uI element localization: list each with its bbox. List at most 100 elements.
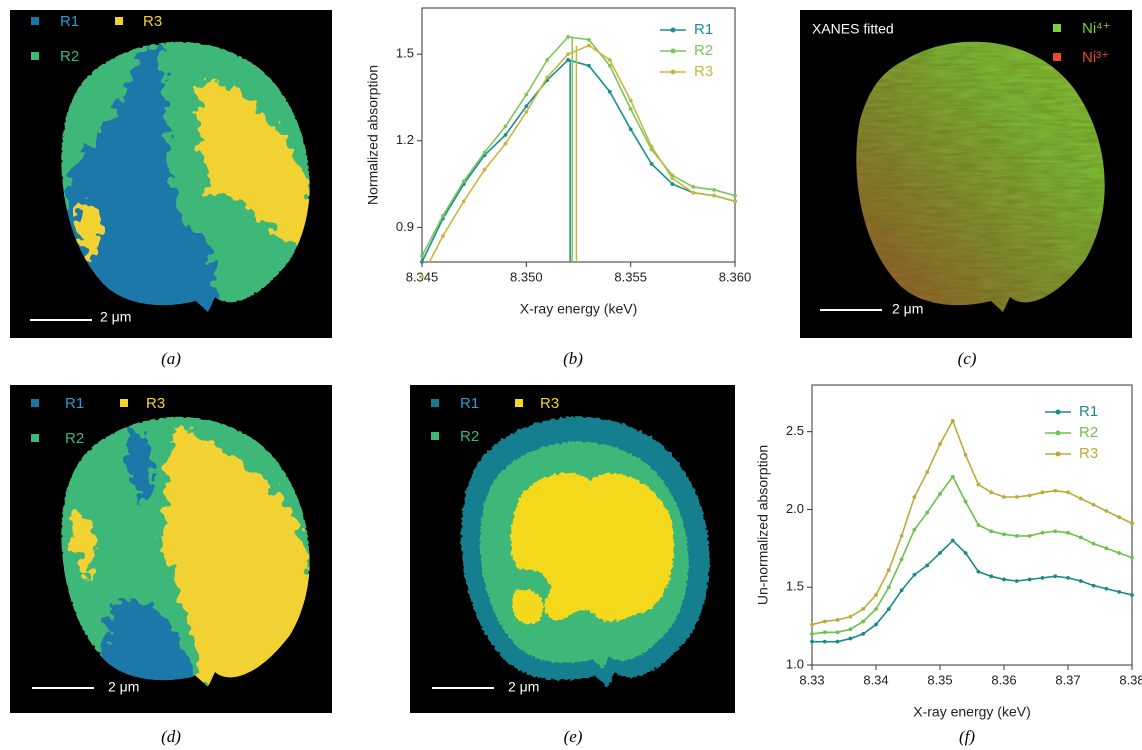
data-point — [733, 193, 737, 198]
data-point — [1066, 575, 1070, 580]
y-tick-label: 1.0 — [786, 656, 804, 671]
data-point — [1002, 532, 1006, 537]
legend-swatch — [31, 434, 39, 442]
panel-caption: (e) — [564, 727, 583, 746]
legend-marker — [670, 69, 676, 75]
data-point — [1117, 589, 1122, 594]
data-point — [1066, 530, 1070, 535]
data-point — [587, 43, 591, 48]
data-point — [712, 187, 717, 192]
legend-label: R2 — [65, 430, 84, 447]
panel-caption: (f) — [959, 727, 975, 746]
data-point — [810, 622, 814, 627]
data-point — [420, 254, 424, 259]
data-point — [1104, 509, 1109, 513]
panel-d: R1 R3 R2 2 μm — [10, 385, 332, 713]
data-point — [976, 523, 981, 527]
data-point — [1066, 490, 1070, 495]
data-point — [938, 442, 942, 447]
legend-label: R3 — [143, 13, 162, 30]
data-point — [938, 491, 942, 496]
data-point — [1104, 586, 1109, 591]
y-axis-title: Normalized absorption — [365, 65, 381, 205]
y-tick-label: 2.5 — [786, 423, 804, 438]
image-title: XANES fitted — [812, 21, 894, 37]
data-point — [912, 572, 917, 577]
data-point — [1014, 495, 1019, 499]
panel-caption: (a) — [161, 349, 181, 368]
legend-label: R1 — [60, 13, 79, 30]
legend-label: Ni⁴⁺ — [1082, 20, 1111, 37]
data-point — [1002, 495, 1006, 499]
scale-label: 2 μm — [892, 301, 923, 317]
x-tick-label: 8.355 — [614, 269, 647, 284]
panel-caption: (c) — [958, 349, 977, 368]
data-point — [607, 89, 612, 94]
data-point — [587, 37, 591, 42]
data-point — [822, 639, 827, 644]
data-point — [976, 569, 981, 574]
panel-caption: (b) — [563, 349, 583, 368]
panel-e: R1 R3 R2 2 μm — [410, 385, 735, 713]
x-axis-title: X-ray energy (keV) — [520, 301, 637, 317]
data-point — [1040, 575, 1045, 580]
core — [510, 472, 674, 622]
y-tick-label: 0.9 — [396, 219, 414, 234]
legend-label: R3 — [694, 63, 713, 80]
x-tick-label: 8.35 — [927, 672, 952, 687]
legend-label: R2 — [460, 428, 479, 445]
series-line — [422, 36, 735, 257]
data-point — [1027, 493, 1032, 498]
data-point — [848, 627, 853, 632]
data-point — [670, 176, 675, 181]
data-point — [822, 619, 827, 624]
data-point — [989, 490, 994, 495]
x-tick-label: 8.34 — [863, 672, 888, 687]
legend-swatch — [515, 399, 523, 407]
data-point — [899, 533, 904, 538]
x-tick-label: 8.33 — [799, 672, 824, 687]
data-point — [733, 199, 737, 204]
data-point — [628, 107, 633, 111]
panel-caption: (d) — [161, 727, 181, 746]
data-point — [835, 630, 840, 635]
data-point — [420, 260, 424, 264]
data-point — [607, 58, 612, 62]
data-point — [874, 607, 878, 611]
data-point — [912, 495, 917, 499]
legend-label: R3 — [146, 395, 165, 412]
legend-label: R2 — [1079, 424, 1098, 441]
data-point — [810, 631, 814, 636]
data-point — [963, 499, 968, 504]
data-point — [861, 631, 866, 636]
scale-label: 2 μm — [100, 309, 131, 325]
data-point — [503, 133, 508, 137]
data-point — [963, 551, 968, 555]
data-point — [874, 622, 878, 627]
data-point — [461, 179, 466, 184]
legend-label: Ni³⁺ — [1082, 49, 1109, 66]
data-point — [587, 63, 591, 68]
series-line — [812, 418, 1132, 626]
data-point — [938, 551, 942, 555]
data-point — [1091, 583, 1096, 588]
plot-frame — [421, 7, 736, 263]
data-point — [440, 234, 445, 238]
legend-label: R1 — [460, 395, 479, 412]
data-point — [628, 127, 633, 132]
y-axis-title: Un-normalized absorption — [755, 445, 771, 605]
data-point — [712, 193, 717, 198]
core-island — [512, 589, 544, 624]
data-point — [861, 619, 866, 624]
legend-swatch — [431, 432, 439, 440]
data-point — [1040, 530, 1045, 535]
x-axis-title: X-ray energy (keV) — [913, 704, 1030, 720]
data-point — [874, 593, 878, 597]
legend-label: R2 — [694, 42, 713, 59]
legend-swatch — [1053, 53, 1061, 61]
legend-label: R3 — [540, 395, 559, 412]
data-point — [1078, 535, 1083, 540]
data-point — [810, 639, 814, 644]
phase-map — [61, 41, 310, 312]
